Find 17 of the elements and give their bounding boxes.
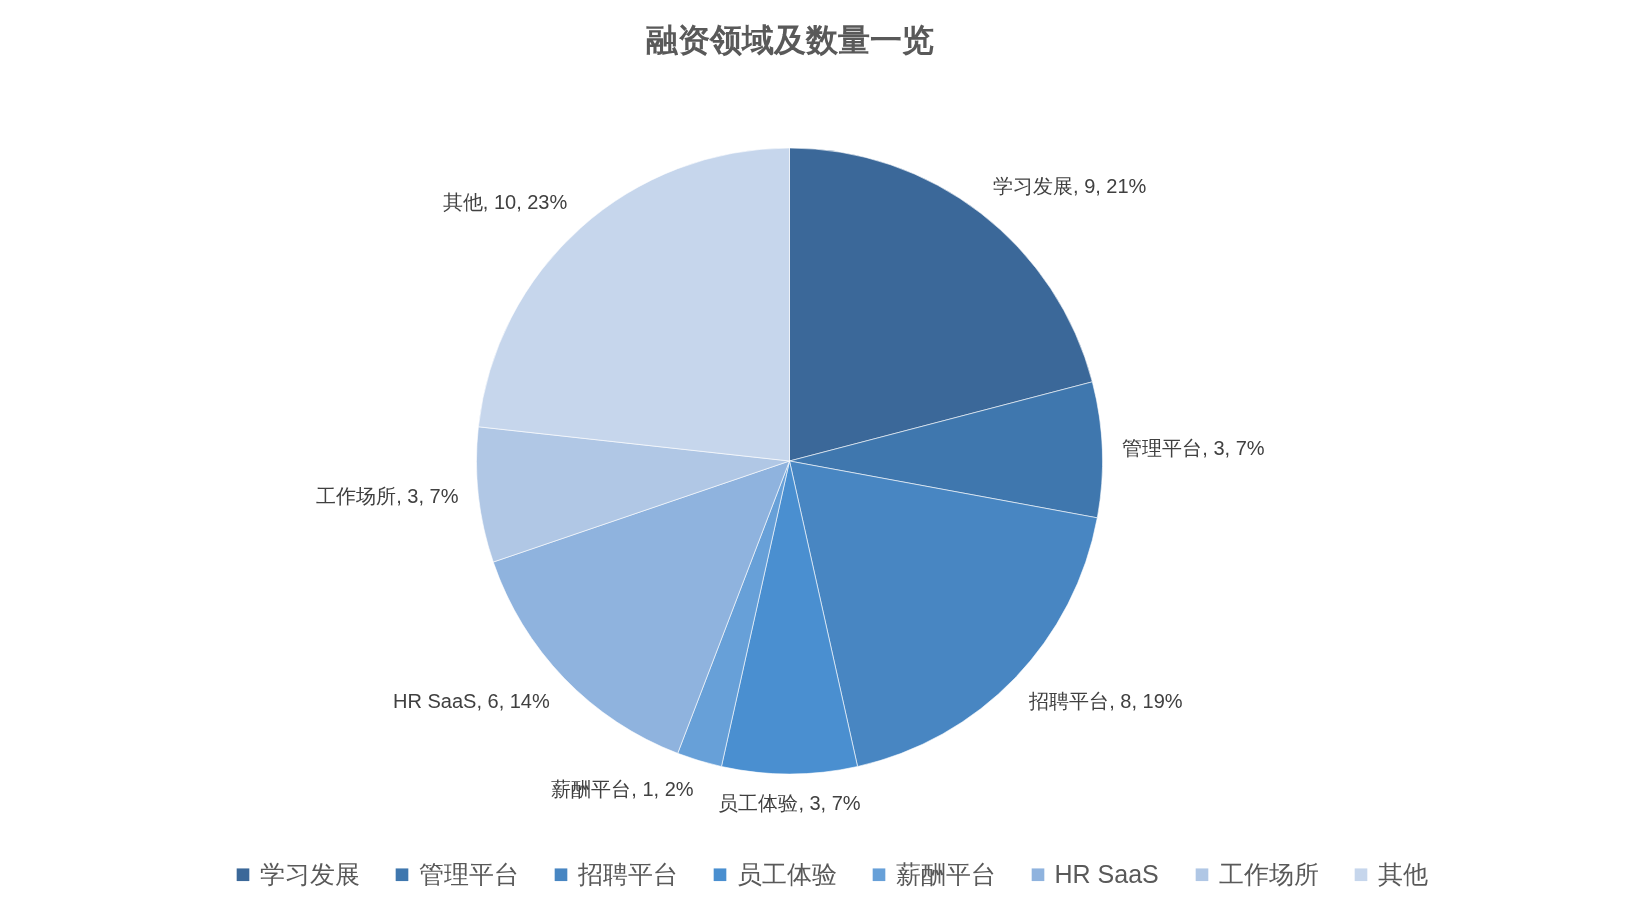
data-label: HR SaaS, 6, 14%	[393, 690, 550, 713]
chart-title: 融资领域及数量一览	[645, 22, 934, 58]
data-label: 员工体验, 3, 7%	[718, 792, 861, 814]
data-label: 薪酬平台, 1, 2%	[551, 777, 694, 800]
legend-label: HR SaaS	[1054, 859, 1159, 888]
legend-label: 其他	[1377, 859, 1428, 888]
legend-label: 员工体验	[736, 859, 837, 888]
legend-label: 薪酬平台	[895, 859, 996, 888]
data-label: 其他, 10, 23%	[442, 190, 568, 213]
data-label: 学习发展, 9, 21%	[993, 175, 1147, 198]
data-label: 招聘平台, 8, 19%	[1028, 690, 1183, 713]
legend-label: 工作场所	[1218, 859, 1319, 888]
legend-label: 管理平台	[418, 859, 519, 888]
legend-label: 招聘平台	[576, 859, 678, 888]
data-label: 工作场所, 3, 7%	[316, 485, 459, 508]
legend-label: 学习发展	[259, 859, 360, 888]
data-label: 管理平台, 3, 7%	[1122, 436, 1265, 459]
